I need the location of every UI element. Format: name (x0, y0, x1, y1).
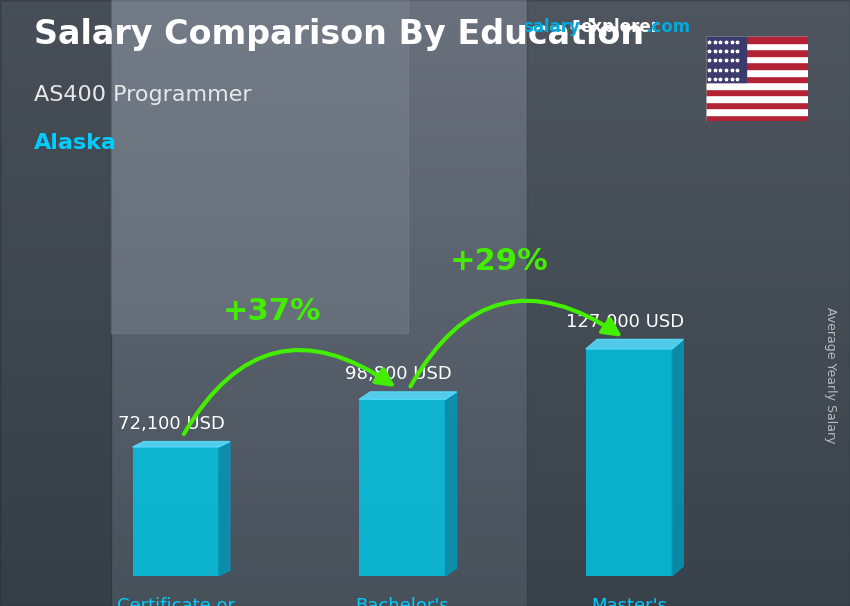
Text: Average Yearly Salary: Average Yearly Salary (824, 307, 837, 444)
Text: +37%: +37% (223, 297, 321, 326)
Text: 72,100 USD: 72,100 USD (118, 415, 224, 433)
Text: +29%: +29% (450, 247, 548, 276)
FancyArrowPatch shape (184, 350, 392, 434)
Bar (706, 88, 808, 95)
Bar (706, 82, 808, 88)
Polygon shape (133, 442, 230, 447)
FancyArrowPatch shape (411, 301, 618, 386)
Polygon shape (586, 339, 683, 349)
Bar (706, 115, 808, 121)
Bar (133, 447, 218, 576)
Text: AS400 Programmer: AS400 Programmer (34, 85, 252, 105)
Bar (706, 102, 808, 108)
Bar (586, 349, 672, 576)
Bar (706, 36, 746, 82)
Bar (706, 56, 808, 62)
Bar (360, 399, 445, 576)
Polygon shape (218, 442, 230, 576)
Polygon shape (360, 392, 456, 399)
Bar (706, 95, 808, 102)
Text: 98,800 USD: 98,800 USD (344, 365, 451, 383)
Bar (706, 69, 808, 76)
Polygon shape (445, 392, 456, 576)
Bar (110, 0, 408, 333)
Text: Salary Comparison By Education: Salary Comparison By Education (34, 18, 644, 51)
Text: Alaska: Alaska (34, 133, 116, 153)
Bar (706, 36, 808, 43)
Text: .com: .com (645, 18, 690, 36)
Polygon shape (672, 339, 683, 576)
Text: explorer: explorer (581, 18, 660, 36)
Bar (0, 0, 110, 606)
Bar (706, 108, 808, 115)
Text: salary: salary (523, 18, 580, 36)
Bar (706, 50, 808, 56)
Bar (527, 0, 850, 606)
Text: 127,000 USD: 127,000 USD (565, 313, 683, 331)
Bar (706, 43, 808, 50)
Bar (706, 62, 808, 69)
Bar (706, 76, 808, 82)
